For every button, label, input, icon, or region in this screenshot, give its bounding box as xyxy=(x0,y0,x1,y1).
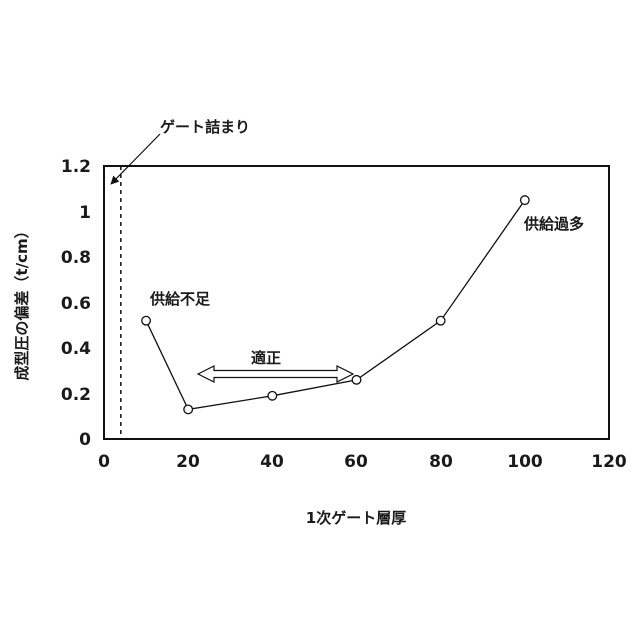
y-tick-3: 0.6 xyxy=(61,294,91,314)
x-tick-3: 60 xyxy=(344,452,368,472)
y-tick-5: 1 xyxy=(79,203,91,223)
supply-excess-annotation: 供給過多 xyxy=(523,215,584,233)
y-tick-4: 0.8 xyxy=(61,248,91,268)
y-axis-title: 成型圧の偏差（t/cm） xyxy=(13,223,31,380)
data-point xyxy=(184,405,193,414)
data-point xyxy=(268,391,277,400)
y-tick-2: 0.4 xyxy=(61,339,91,359)
x-tick-4: 80 xyxy=(429,452,453,472)
data-point xyxy=(436,316,445,325)
y-tick-6: 1.2 xyxy=(61,157,91,177)
data-point xyxy=(352,376,361,385)
gate-clog-arrow xyxy=(111,134,160,184)
x-tick-1: 20 xyxy=(176,452,200,472)
y-axis-tick-labels: 0 0.2 0.4 0.6 0.8 1 1.2 xyxy=(61,157,91,450)
proper-range-double-arrow xyxy=(198,366,353,382)
y-tick-1: 0.2 xyxy=(61,385,91,405)
gate-clog-annotation: ゲート詰まり xyxy=(160,118,250,136)
data-point xyxy=(521,196,530,205)
proper-annotation: 適正 xyxy=(251,349,281,367)
supply-short-annotation: 供給不足 xyxy=(149,290,211,308)
y-tick-0: 0 xyxy=(79,430,91,450)
x-axis-title: 1次ゲート層厚 xyxy=(306,509,406,527)
x-tick-6: 120 xyxy=(591,452,627,472)
x-tick-0: 0 xyxy=(98,452,110,472)
x-tick-2: 40 xyxy=(260,452,284,472)
x-axis-tick-labels: 0 20 40 60 80 100 120 xyxy=(98,452,627,472)
data-point xyxy=(142,316,151,325)
x-tick-5: 100 xyxy=(507,452,543,472)
